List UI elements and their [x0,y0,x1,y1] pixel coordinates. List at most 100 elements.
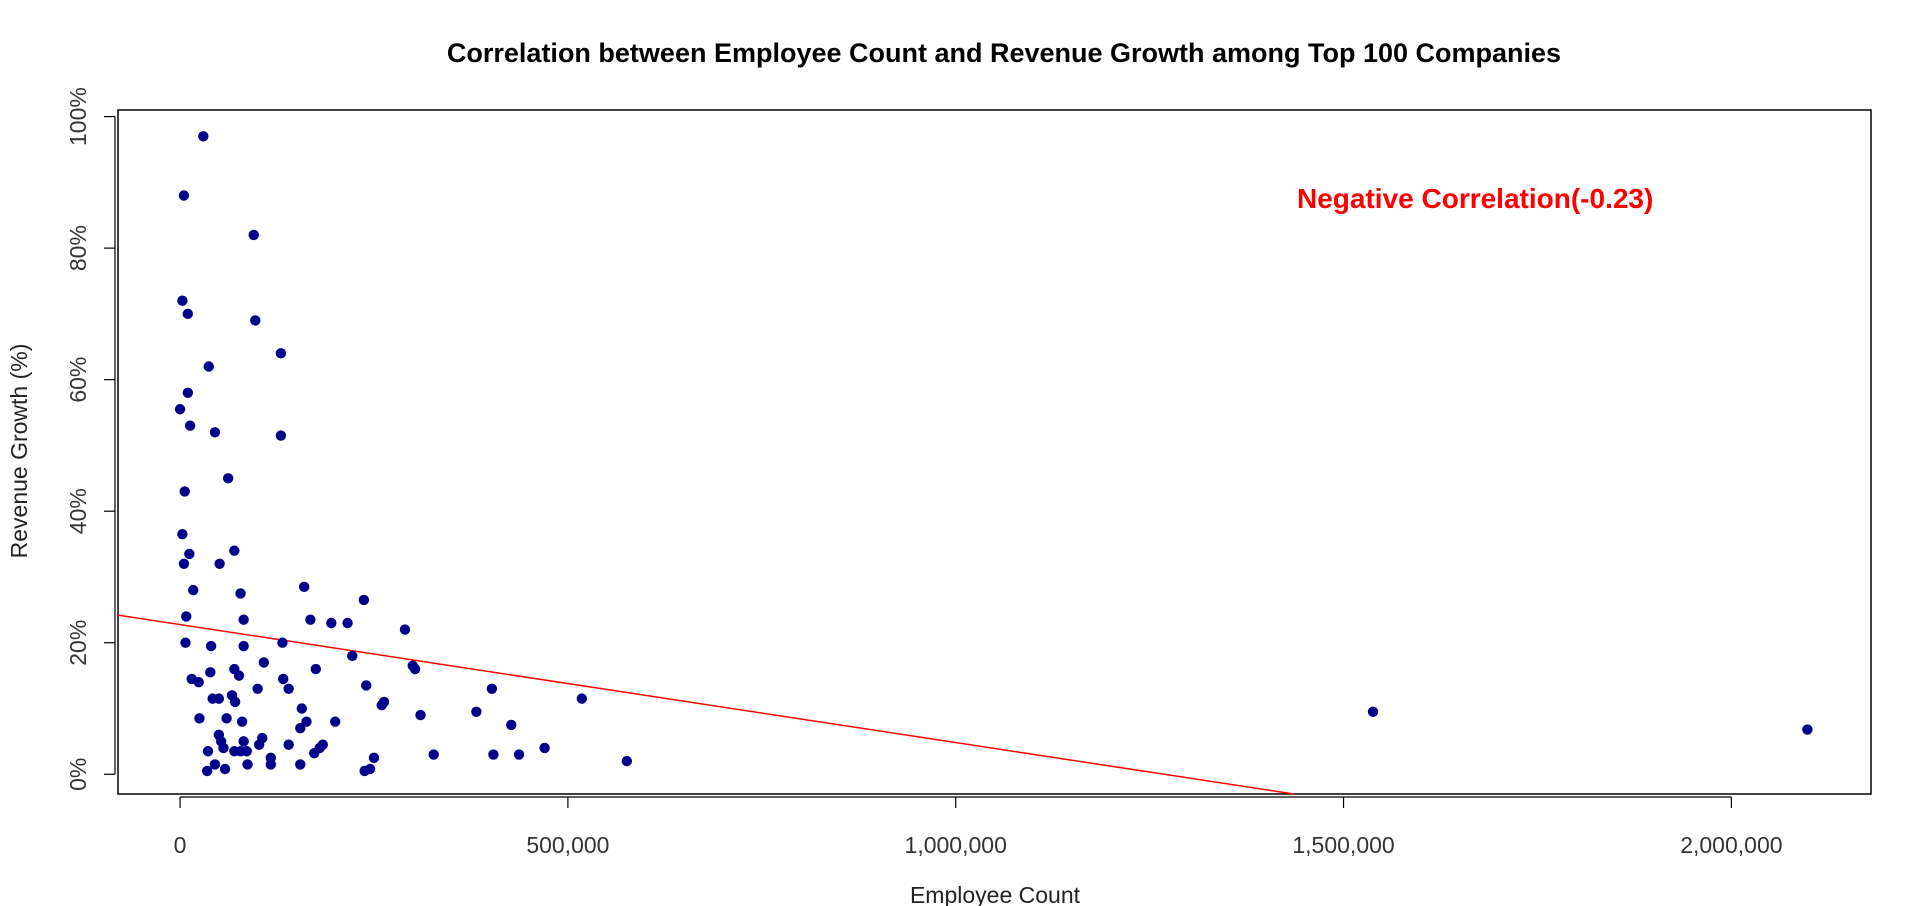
data-point [275,430,287,441]
data-point [368,752,380,764]
data-point [174,404,186,415]
y-tick-label: 60% [65,357,91,403]
data-point [193,676,204,688]
data-point [428,749,439,760]
data-point [198,131,209,142]
data-point [358,594,370,606]
x-tick-label: 2,000,000 [1680,832,1782,858]
y-tick-label: 80% [65,225,91,271]
data-point [506,719,517,731]
data-point [184,420,196,431]
x-tick-label: 0 [174,832,187,858]
data-points [174,131,1813,777]
data-point [218,742,229,754]
chart-title: Correlation between Employee Count and R… [447,38,1561,68]
data-point [250,315,261,326]
y-tick-label: 100% [65,87,91,146]
y-axis-label: Revenue Growth (%) [6,344,32,559]
data-point [415,709,426,721]
data-point [184,548,195,560]
data-point [342,617,353,629]
data-point [202,765,213,777]
data-point [181,611,192,622]
data-point [258,657,270,668]
data-point [309,748,320,759]
data-point [301,716,312,727]
data-point [188,584,199,596]
regression-trendline [117,614,1295,795]
data-point [310,663,321,675]
data-point [1802,724,1813,735]
data-point [222,473,234,484]
data-point [347,650,358,662]
data-point [178,558,190,570]
data-point [248,229,259,241]
correlation-annotation: Negative Correlation(-0.23) [1297,183,1653,214]
x-axis-label: Employee Count [910,882,1081,906]
data-point [278,673,289,685]
data-point [277,637,288,648]
data-point [233,670,245,681]
x-tick-label: 500,000 [526,832,609,858]
data-point [229,696,241,708]
data-point [283,739,294,750]
data-point [182,387,194,399]
plot-area-frame [117,109,1872,795]
data-point [253,739,265,750]
data-point [298,581,310,593]
data-point [513,749,525,760]
data-point [241,746,252,757]
data-point [236,716,248,727]
data-point [409,663,421,675]
data-point [177,529,188,540]
data-point [242,759,253,770]
data-point [252,683,263,694]
data-point [178,190,190,201]
data-point [361,680,372,691]
data-point [182,308,194,320]
data-point [179,486,190,497]
data-point [235,588,246,599]
x-tick-label: 1,500,000 [1292,832,1394,858]
data-point [238,614,249,625]
data-point [202,746,214,757]
data-point [214,558,225,570]
data-point [275,348,287,359]
data-point [209,427,221,438]
data-point [205,640,217,652]
data-point [378,696,390,708]
data-point [209,759,221,770]
y-tick-label: 20% [65,620,91,666]
data-point [576,693,588,704]
data-point [539,742,550,754]
data-point [205,667,216,678]
data-point [399,624,411,635]
data-point [364,763,376,775]
data-point [486,683,498,694]
data-point [238,640,249,652]
data-point [229,545,240,556]
y-axis: 0% 20% 40% 60% 80% 100% [65,87,116,791]
y-tick-label: 0% [65,758,91,791]
data-point [329,716,341,727]
data-point [213,693,225,704]
data-point [180,637,191,648]
data-point [203,361,214,372]
data-point [621,755,633,767]
data-point [1367,706,1379,717]
data-point [488,749,499,760]
data-point [471,706,482,717]
data-point [296,703,308,714]
x-axis: 0 500,000 1,000,000 1,500,000 2,000,000 [174,796,1783,858]
y-tick-label: 40% [65,488,91,534]
data-point [219,763,231,775]
data-point [326,617,337,629]
data-point [238,736,249,747]
data-point [265,759,277,770]
data-point [283,683,294,694]
data-point [305,614,316,625]
data-point [221,713,232,724]
data-point [295,759,306,770]
x-tick-label: 1,000,000 [905,832,1007,858]
